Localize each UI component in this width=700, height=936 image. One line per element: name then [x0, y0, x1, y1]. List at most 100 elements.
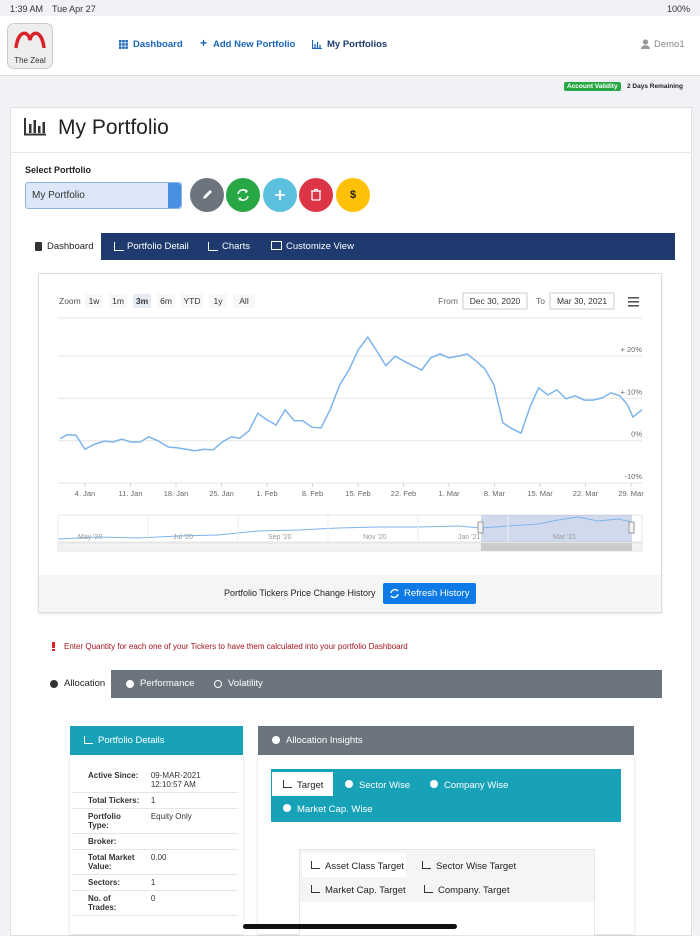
details-row: No. of Trades: 0 [72, 890, 237, 916]
x-tick-label: 8. Mar [484, 489, 506, 498]
tab-active[interactable] [302, 853, 406, 877]
details-title: Portfolio Details [98, 735, 165, 746]
logo-mark [14, 31, 46, 49]
logo[interactable]: The Zeal [7, 23, 53, 69]
y-tick-label: + 10% [621, 387, 643, 396]
nav-link[interactable]: Dashboard [133, 39, 183, 50]
zoom-button[interactable] [209, 294, 227, 308]
tab-label: Asset Class Target [325, 861, 405, 872]
currency-button[interactable]: $ [336, 178, 370, 212]
x-tick-label: 1. Feb [256, 489, 277, 498]
x-tick-label: 1. Mar [438, 489, 460, 498]
icon [271, 241, 282, 250]
home-indicator [243, 924, 457, 929]
insights-title: Allocation Insights [286, 735, 363, 746]
edit-button[interactable] [190, 178, 224, 212]
navigator-selection [481, 515, 632, 542]
refresh-history-button[interactable]: Refresh History [383, 583, 476, 604]
zoom-button[interactable] [181, 294, 203, 308]
navigator-handle[interactable] [477, 521, 484, 534]
icon [119, 40, 128, 49]
zoom-button[interactable] [133, 294, 151, 308]
details-header: Portfolio Details [70, 726, 243, 755]
select-arrow [168, 183, 181, 208]
icon [126, 680, 134, 688]
title-icon [24, 118, 46, 136]
detail-value: 0.00 [144, 849, 237, 875]
user-name[interactable]: Demo1 [654, 39, 685, 50]
user-icon [641, 39, 650, 49]
tab-label: Dashboard [47, 241, 94, 252]
icon [311, 885, 320, 893]
line-series [59, 335, 643, 452]
zoom-button-label: 3m [136, 296, 149, 306]
icon [275, 190, 285, 200]
icon [214, 680, 222, 688]
nav-link[interactable]: Add New Portfolio [213, 39, 296, 50]
details-body: Active Since: 09-MAR-2021 12:10:57 AM Tota… [70, 755, 243, 934]
navigator-label: Jan '21 [458, 534, 480, 541]
tab[interactable]: Market Cap. Wise [297, 804, 373, 815]
tab[interactable]: Company Wise [444, 780, 509, 791]
navbar [0, 16, 700, 76]
zoom-button[interactable] [157, 294, 175, 308]
add-button[interactable] [263, 178, 297, 212]
tab[interactable]: Customize View [286, 241, 354, 252]
details-row: Total Market Value: 0.00 [72, 849, 237, 875]
icon: $ [349, 189, 357, 201]
to-value: Mar 30, 2021 [557, 296, 607, 306]
tab-label: Allocation [64, 678, 106, 689]
history-label: Portfolio Tickers Price Change History [224, 588, 376, 598]
icon [203, 190, 212, 199]
refresh-button[interactable] [226, 178, 260, 212]
sub-tab-bar: Allocation Performance Volatility [38, 670, 662, 698]
nav-link[interactable]: My Portfolios [327, 39, 388, 50]
tab[interactable]: Volatility [228, 678, 263, 689]
button-label: Refresh History [404, 588, 470, 599]
chart-panel [38, 273, 662, 613]
zoom-button-label: 6m [160, 296, 172, 306]
tab[interactable]: Performance [140, 678, 195, 689]
portfolio-select[interactable]: My Portfolio [25, 182, 182, 209]
zoom-button[interactable] [85, 294, 103, 308]
to-input[interactable] [549, 292, 615, 310]
warning-text: Enter Quantity for each one of your Tick… [64, 642, 408, 651]
tab[interactable]: Company. Target [438, 885, 510, 896]
insights-tabs: Target Sector Wise Company Wise Market C… [271, 769, 621, 822]
menu-icon [628, 305, 639, 307]
navigator-handle[interactable] [628, 521, 635, 534]
target-card: Asset Class Target Sector Wise Target Ma… [299, 849, 595, 936]
from-input[interactable] [462, 292, 528, 310]
detail-key: Portfolio Type: [72, 808, 145, 834]
zoom-label: Zoom [59, 296, 81, 306]
icon [237, 189, 249, 201]
scrollbar-thumb[interactable] [481, 543, 632, 551]
x-tick-label: 15. Feb [345, 489, 370, 498]
zoom-button[interactable] [109, 294, 127, 308]
navigator-label: Mar '21 [553, 534, 576, 541]
delete-button[interactable] [299, 178, 333, 212]
select-value: My Portfolio [32, 190, 85, 201]
y-tick-label: + 20% [621, 345, 643, 354]
detail-key: Total Market Value: [72, 849, 145, 875]
x-tick-label: 25. Jan [209, 489, 234, 498]
tab[interactable]: Sector Wise Target [436, 861, 517, 872]
logo-text: The Zeal [14, 56, 46, 65]
tab[interactable]: Portfolio Detail [127, 241, 189, 252]
zoom-button[interactable] [233, 294, 255, 308]
detail-key: Total Tickers: [72, 792, 145, 809]
navigator-label: May '20 [78, 534, 102, 541]
x-tick-label: 15. Mar [527, 489, 553, 498]
tab-active[interactable] [272, 772, 333, 796]
tab[interactable]: Market Cap. Target [325, 885, 406, 896]
tab-active[interactable]: Dashboard [25, 233, 101, 260]
tab[interactable]: Sector Wise [359, 780, 411, 791]
icon [422, 861, 431, 869]
icon [345, 780, 353, 788]
tab[interactable]: Charts [222, 241, 250, 252]
zoom-button-label: 1m [112, 296, 124, 306]
menu-icon [628, 301, 639, 303]
x-tick-label: 22. Mar [573, 489, 599, 498]
tab-active[interactable]: Allocation [38, 670, 111, 698]
